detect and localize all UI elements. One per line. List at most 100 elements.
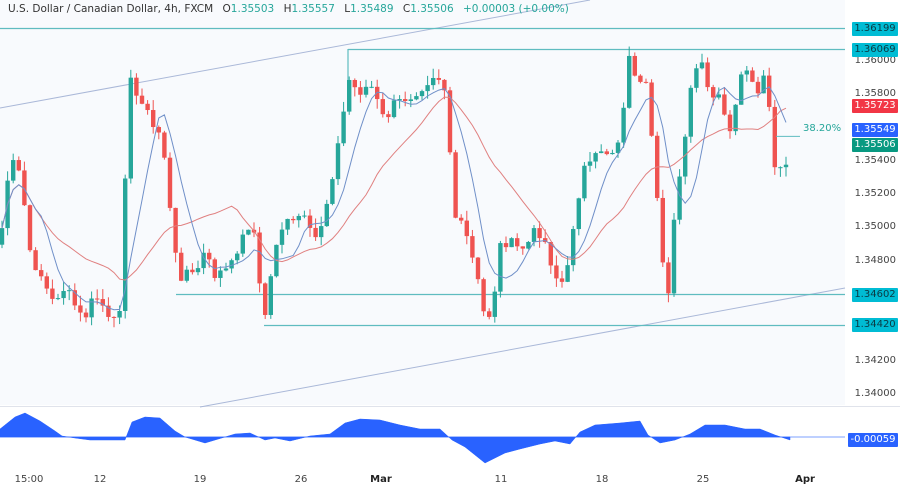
candle-bear bbox=[515, 238, 520, 247]
candle-bear bbox=[481, 279, 486, 312]
time-tick-month: Mar bbox=[370, 474, 392, 485]
candle-bear bbox=[33, 250, 38, 271]
ma-slow-tag: 1.35723 bbox=[852, 99, 898, 113]
candle-bull bbox=[688, 87, 693, 137]
candle-bull bbox=[123, 178, 128, 311]
candle-bear bbox=[173, 207, 178, 253]
candle-bear bbox=[548, 242, 553, 266]
candle-bull bbox=[565, 265, 570, 282]
candle-bull bbox=[229, 260, 234, 269]
candle-bear bbox=[711, 87, 716, 98]
candle-bear bbox=[106, 305, 111, 317]
candle-bull bbox=[0, 228, 5, 245]
candle-bull bbox=[694, 68, 699, 88]
high-label: H bbox=[283, 3, 292, 15]
price-tick: 1.34800 bbox=[854, 255, 896, 266]
candle-bear bbox=[767, 75, 772, 107]
candle-bull bbox=[61, 291, 66, 299]
symbol-legend: U.S. Dollar / Canadian Dollar, 4h, FXCM … bbox=[8, 3, 569, 15]
price-tick: 1.35800 bbox=[854, 88, 896, 99]
candle-bear bbox=[162, 132, 167, 158]
oscillator-value-tag: -0.00059 bbox=[848, 433, 898, 447]
candle-bear bbox=[27, 205, 33, 251]
candle-bull bbox=[761, 75, 766, 94]
candle-bull bbox=[268, 276, 273, 315]
candle-bear bbox=[100, 299, 105, 306]
open-label: O bbox=[222, 3, 231, 15]
oscillator-area bbox=[0, 412, 791, 464]
candle-bear bbox=[643, 81, 649, 83]
candle-bull bbox=[627, 55, 632, 108]
candle-bear bbox=[559, 278, 565, 282]
candle-bear bbox=[139, 95, 145, 104]
candle-bull bbox=[391, 100, 397, 118]
candle-bull bbox=[683, 136, 688, 177]
candle-bear bbox=[459, 217, 464, 221]
candle-bear bbox=[151, 110, 156, 128]
candle-bull bbox=[615, 142, 621, 153]
candle-bear bbox=[453, 152, 458, 218]
time-tick: 19 bbox=[193, 474, 207, 485]
ma-slow-line bbox=[1, 96, 787, 281]
candle-bull bbox=[425, 85, 430, 92]
candle-bear bbox=[727, 114, 733, 132]
candle-bull bbox=[509, 238, 514, 248]
candle-bull bbox=[419, 91, 425, 97]
candle-bear bbox=[464, 220, 469, 237]
channel-upper-line bbox=[0, 0, 591, 109]
fib-level-label: 38.20% bbox=[803, 123, 842, 134]
candle-bear bbox=[167, 157, 173, 208]
time-tick: 18 bbox=[595, 474, 609, 485]
candle-bear bbox=[111, 316, 117, 318]
candle-bear bbox=[470, 236, 475, 258]
candle-bear bbox=[638, 75, 643, 82]
candle-bear bbox=[705, 62, 710, 88]
candle-bull bbox=[89, 298, 94, 318]
close-value: 1.35506 bbox=[410, 3, 454, 15]
time-tick: 15:00 bbox=[14, 474, 44, 485]
close-label: C bbox=[402, 3, 411, 15]
low-label: L bbox=[344, 3, 351, 15]
candle-bear bbox=[72, 290, 77, 306]
candle-bull bbox=[414, 96, 419, 100]
time-tick: 25 bbox=[696, 474, 710, 485]
last-price-tag: 1.35506 bbox=[852, 138, 898, 152]
candle-bear bbox=[156, 127, 161, 133]
candle-bull bbox=[218, 270, 223, 278]
candle-bear bbox=[179, 252, 184, 281]
symbol-title: U.S. Dollar / Canadian Dollar, 4h, FXCM bbox=[8, 3, 214, 15]
candle-bear bbox=[50, 288, 55, 299]
candle-bull bbox=[492, 291, 497, 317]
candle-bear bbox=[750, 70, 755, 82]
candle-bear bbox=[503, 243, 509, 248]
candle-bull bbox=[235, 253, 240, 261]
support-tag: 1.34602 bbox=[852, 288, 898, 302]
price-tick: 1.35400 bbox=[854, 155, 896, 166]
candle-bear bbox=[436, 77, 441, 80]
candle-bear bbox=[554, 265, 559, 279]
candle-bear bbox=[22, 170, 27, 206]
candle-bear bbox=[257, 232, 262, 284]
candle-bull bbox=[285, 218, 290, 230]
candle-bear bbox=[380, 99, 385, 115]
candle-bull bbox=[201, 252, 206, 269]
candle-bull bbox=[778, 167, 783, 169]
candle-bear bbox=[442, 79, 447, 91]
channel-lower-line bbox=[199, 287, 846, 408]
candle-bear bbox=[487, 311, 492, 317]
candle-bull bbox=[576, 198, 581, 230]
candle-bull bbox=[582, 165, 587, 199]
candle-bear bbox=[307, 215, 313, 228]
change-value: +0.00003 (+0.00%) bbox=[462, 3, 569, 15]
candle-bear bbox=[666, 262, 671, 294]
time-tick: 26 bbox=[294, 474, 308, 485]
price-tick: 1.35000 bbox=[854, 221, 896, 232]
candle-bull bbox=[739, 74, 744, 105]
candle-bear bbox=[755, 81, 761, 94]
candle-bear bbox=[263, 283, 268, 315]
candle-bull bbox=[11, 160, 16, 181]
candle-bull bbox=[431, 77, 436, 86]
candle-bull bbox=[677, 176, 682, 220]
